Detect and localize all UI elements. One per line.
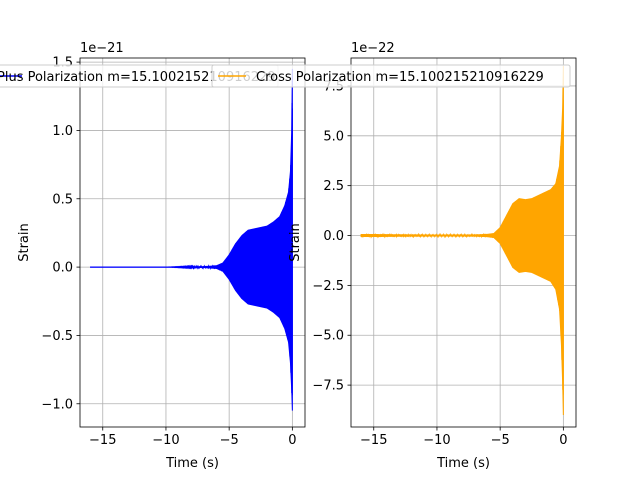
x-tick-label: −5 bbox=[220, 433, 239, 448]
y-tick-label: −0.5 bbox=[41, 329, 73, 344]
y-tick-label: −7.5 bbox=[312, 379, 344, 394]
y-tick-label: −1.0 bbox=[41, 397, 73, 412]
y-tick-label: 0.0 bbox=[323, 229, 344, 244]
legend-entry-cross: Cross Polarization m=15.100215210916229 bbox=[256, 70, 544, 85]
x-tick-label: −5 bbox=[491, 433, 510, 448]
plot-area bbox=[90, 68, 293, 411]
x-tick-label: −10 bbox=[152, 433, 179, 448]
plus-polarization-panel: −15 −10 −5 0 −1.0−0.50.00.51.01.5 Time (s) … bbox=[0, 41, 306, 471]
x-tick-label: 0 bbox=[288, 433, 296, 448]
y-offset-text: 1e−22 bbox=[351, 41, 395, 56]
waveform-line bbox=[90, 103, 293, 396]
y-tick-label: −5.0 bbox=[312, 329, 344, 344]
y-axis-label: Strain bbox=[17, 223, 32, 262]
x-tick-label: −10 bbox=[423, 433, 450, 448]
y-tick-label: 2.5 bbox=[323, 179, 344, 194]
y-tick-label: 0.0 bbox=[52, 261, 73, 276]
y-tick-label: 0.5 bbox=[52, 192, 73, 207]
x-axis-ticks: −15 −10 −5 0 bbox=[89, 427, 297, 448]
y-offset-text: 1e−21 bbox=[80, 41, 124, 56]
x-axis-label: Time (s) bbox=[165, 456, 219, 471]
plot-area bbox=[360, 65, 564, 416]
legend: Cross Polarization m=15.100215210916229 bbox=[211, 64, 571, 88]
cross-polarization-panel: −15−10−50 −7.5−5.0−2.50.02.55.07.5 Time … bbox=[211, 41, 577, 471]
legend-entry-plus: Plus Polarization m=15.100215210916229 bbox=[0, 70, 276, 85]
waveform-line bbox=[360, 88, 564, 395]
legend: Plus Polarization m=15.100215210916229 bbox=[0, 64, 279, 88]
x-axis-ticks: −15 −10 −5 0 bbox=[360, 427, 568, 448]
y-axis-label: Strain bbox=[288, 223, 303, 262]
y-axis-ticks: −1.0−0.50.00.51.01.5 bbox=[41, 56, 80, 412]
x-tick-label: −15 bbox=[89, 433, 116, 448]
legend-box bbox=[211, 64, 571, 88]
x-tick-label: −15 bbox=[360, 433, 387, 448]
y-tick-label: 1.0 bbox=[52, 124, 73, 139]
y-tick-label: 5.0 bbox=[323, 129, 344, 144]
axes-frame bbox=[79, 57, 306, 428]
y-tick-label: −2.5 bbox=[312, 279, 344, 294]
axes-frame bbox=[350, 57, 577, 428]
x-axis-label: Time (s) bbox=[436, 456, 490, 471]
x-tick-label: 0 bbox=[559, 433, 567, 448]
